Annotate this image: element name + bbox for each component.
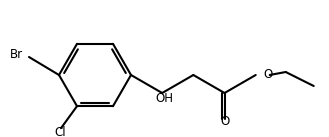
Text: O: O (220, 115, 229, 128)
Text: Br: Br (10, 48, 23, 62)
Text: O: O (264, 68, 273, 82)
Text: Cl: Cl (54, 126, 66, 137)
Text: OH: OH (155, 92, 173, 105)
